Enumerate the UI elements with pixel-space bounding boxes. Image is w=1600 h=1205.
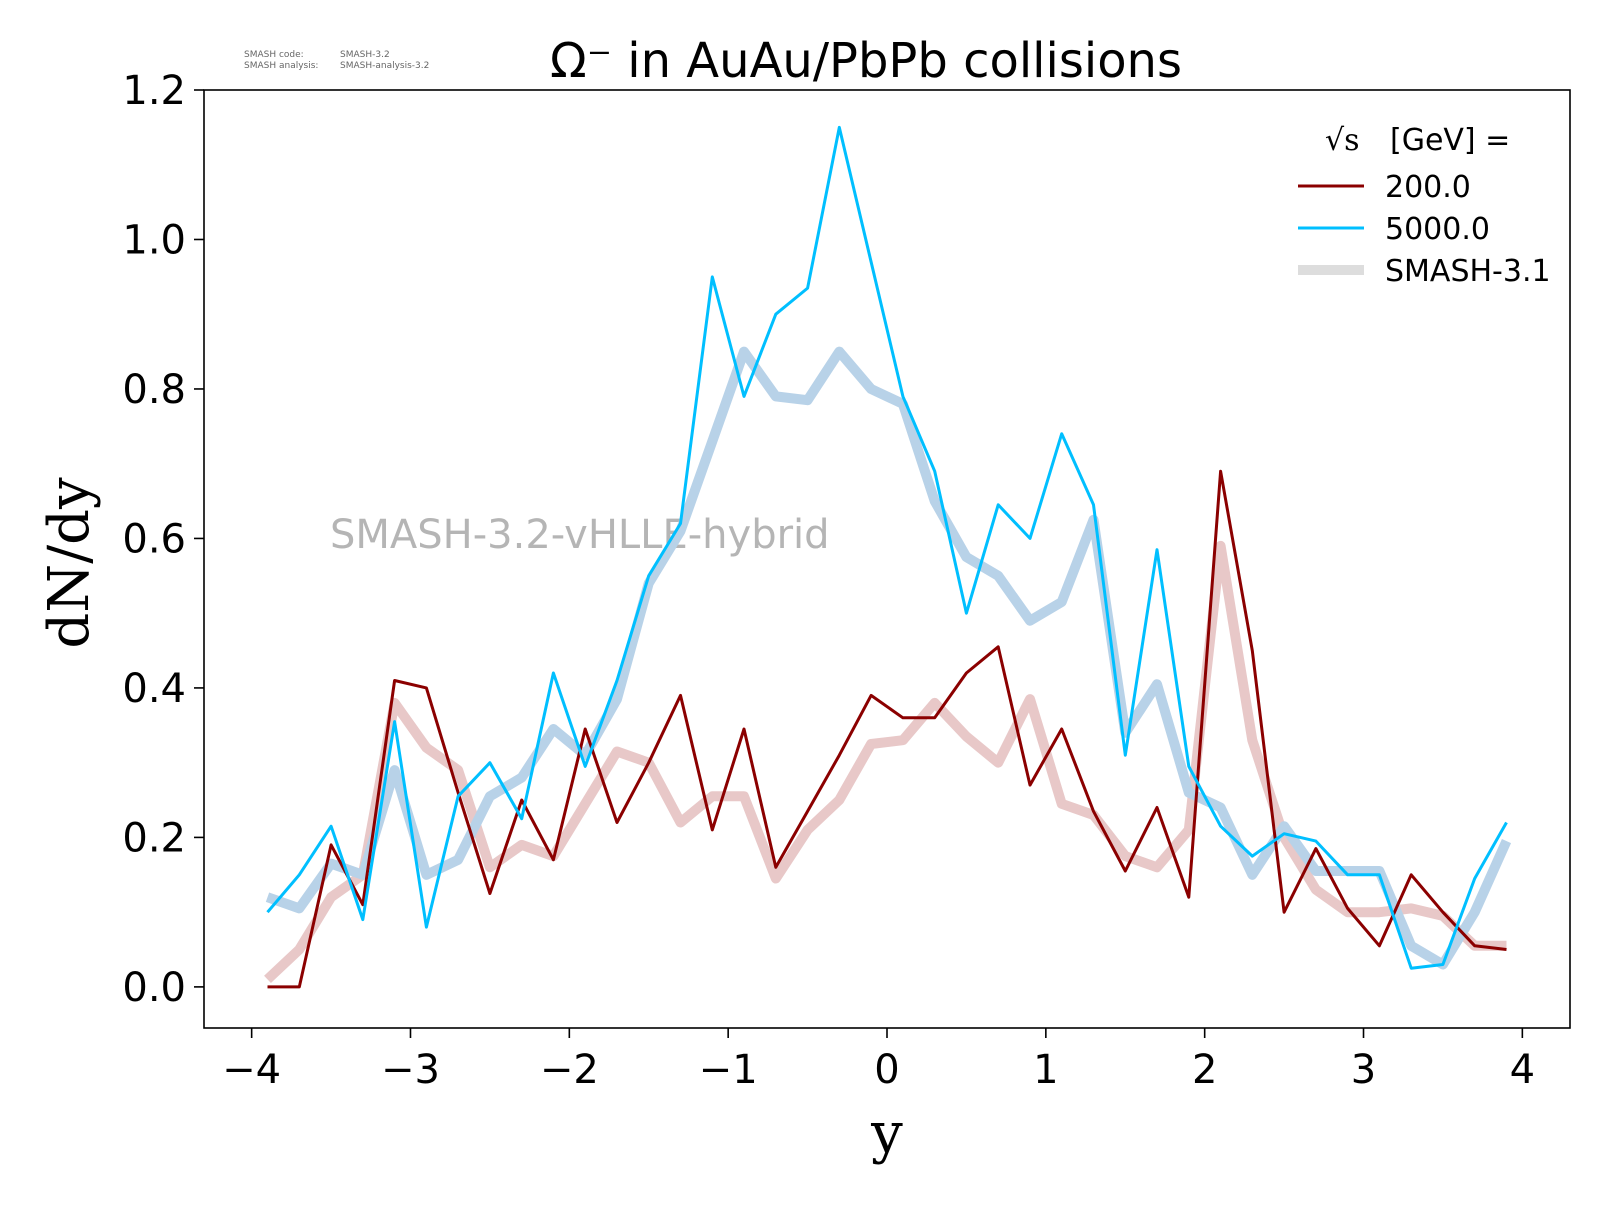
current-series-layer: [266, 125, 1508, 989]
series-line-reference-1: [265, 346, 1512, 970]
legend-label: 200.0: [1385, 170, 1471, 205]
y-axis-label: dN/dy: [37, 477, 102, 649]
y-axis-ticks: 0.0 0.2 0.4 0.6 0.8 1.0 1.2: [122, 68, 204, 1011]
x-tick-label: −2: [540, 1047, 599, 1093]
version-info-value: SMASH-3.2: [340, 50, 390, 60]
legend-entries: 200.0 5000.0 SMASH-3.1: [1298, 170, 1551, 289]
x-axis-label: y: [870, 1101, 903, 1166]
version-info-label: SMASH code:: [244, 50, 304, 60]
x-tick-label: 3: [1351, 1047, 1376, 1093]
y-tick-label: 0.4: [122, 666, 186, 712]
y-tick-label: 1.0: [122, 217, 186, 263]
watermark-text: SMASH-3.2-vHLLE-hybrid: [330, 512, 830, 558]
plot-frame: [203, 89, 1571, 1029]
x-tick-label: 2: [1192, 1047, 1217, 1093]
legend: √s [GeV] = 200.0 5000.0 SMASH-3.1: [1298, 123, 1551, 289]
x-tick-label: 1: [1033, 1047, 1058, 1093]
y-tick-label: 0.0: [122, 965, 186, 1011]
series-line-5000.0: [266, 125, 1508, 970]
x-tick-label: 4: [1510, 1047, 1535, 1093]
chart-title: Ω⁻ in AuAu/PbPb collisions: [550, 33, 1182, 89]
y-tick-label: 0.8: [122, 367, 186, 413]
y-tick-label: 0.2: [122, 815, 186, 861]
x-tick-label: −1: [699, 1047, 758, 1093]
y-tick-label: 0.6: [122, 516, 186, 562]
version-info-label: SMASH analysis:: [244, 61, 318, 71]
series-line-reference-0: [264, 540, 1507, 984]
legend-title-text: [GeV] =: [1390, 123, 1510, 158]
legend-label: 5000.0: [1385, 212, 1490, 247]
series-line-200.0: [267, 469, 1507, 989]
version-info-value: SMASH-analysis-3.2: [340, 61, 429, 71]
x-tick-label: −3: [381, 1047, 440, 1093]
reference-series-layer: [264, 346, 1512, 984]
version-info: SMASH code: SMASH-3.2 SMASH analysis: SMASH…: [244, 50, 429, 71]
legend-label: SMASH-3.1: [1385, 254, 1551, 289]
x-tick-label: 0: [874, 1047, 899, 1093]
x-axis-ticks: −4 −3 −2 −1 0 1 2 3 4: [222, 1028, 1535, 1093]
x-tick-label: −4: [222, 1047, 281, 1093]
legend-title-sqrt-symbol: √s: [1325, 123, 1360, 158]
y-tick-label: 1.2: [122, 68, 186, 114]
